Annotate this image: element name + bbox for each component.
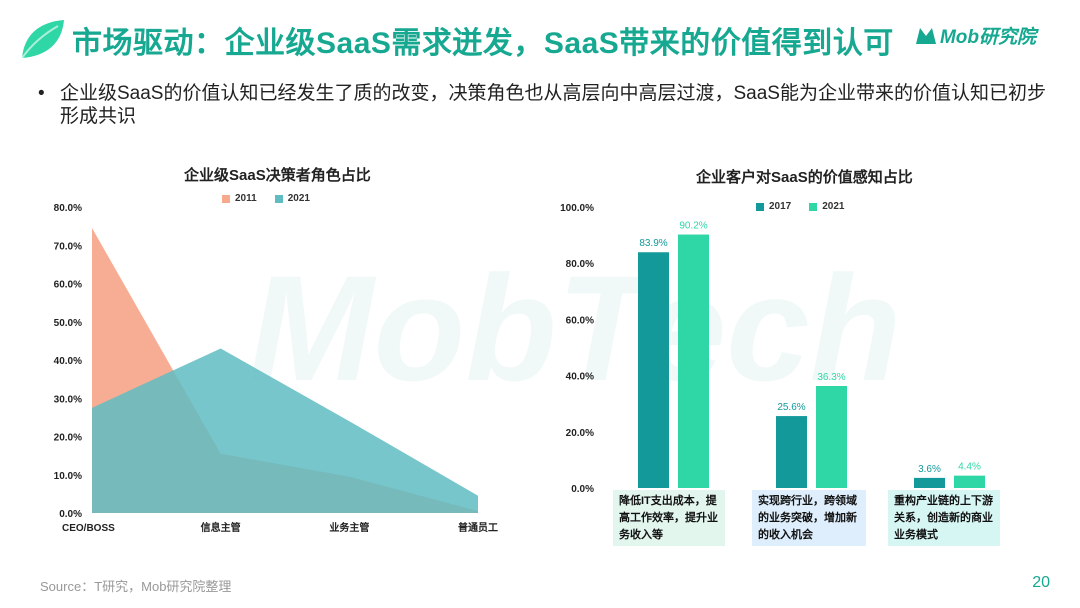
y-tick-label: 60.0%	[54, 280, 82, 291]
y-tick-label: 0.0%	[59, 509, 82, 520]
y-tick-label: 30.0%	[54, 394, 82, 405]
x-tick-label: 业务主管	[329, 521, 369, 534]
brand-mark-icon	[915, 27, 936, 44]
page-number: 20	[1032, 574, 1050, 591]
brand-name: Mob研究院	[939, 27, 1036, 48]
y-tick-label: 50.0%	[54, 318, 82, 329]
x-tick-label: CEO/BOSS	[62, 523, 115, 534]
legend-item-2017: 2017	[756, 201, 791, 212]
area-chart: 0.0% 10.0% 20.0% 30.0% 40.0% 50.0% 60.0% 70.0% 8…	[54, 203, 498, 534]
area-chart-legend: 2011 2021	[222, 193, 310, 204]
bar-data-label: 83.9%	[639, 238, 667, 249]
bar-2017-1	[638, 252, 669, 488]
y-tick-label: 80.0%	[54, 203, 82, 214]
bar-2017-2	[776, 416, 807, 488]
y-tick-label: 60.0%	[566, 315, 594, 326]
bar-category-box-3: 重构产业链的上下游关系，创造新的商业业务模式	[888, 490, 1000, 546]
bar-2017-3	[914, 477, 945, 488]
bar-2021-1	[678, 234, 709, 488]
legend-label-2021-bar: 2021	[822, 201, 845, 212]
y-tick-label: 40.0%	[566, 372, 594, 383]
bar-chart-title: 企业客户对SaaS的价值感知占比	[696, 169, 913, 186]
source-note: Source：T研究，Mob研究院整理	[40, 579, 232, 594]
legend-swatch-2011	[222, 194, 230, 203]
y-tick-label: 0.0%	[571, 484, 594, 495]
bar-2021-2	[816, 385, 847, 488]
bar-data-label: 4.4%	[958, 462, 981, 473]
bar-data-label: 90.2%	[679, 221, 707, 232]
x-tick-label: 信息主管	[201, 521, 241, 534]
bar-data-label: 36.3%	[817, 372, 845, 383]
bar-category-box-2: 实现跨行业，跨领域的业务突破，增加新的收入机会	[752, 490, 866, 546]
summary-bullet: • 企业级SaaS的价值认知已经发生了质的改变，决策角色也从高层向中高层过渡，S…	[38, 82, 1048, 128]
brand-logo: Mob研究院	[915, 22, 1036, 49]
legend-label-2011: 2011	[235, 193, 257, 204]
bullet-dot-icon: •	[38, 83, 45, 104]
legend-item-2011: 2011	[222, 193, 257, 204]
y-tick-label: 20.0%	[54, 433, 82, 444]
bar-data-label: 3.6%	[918, 464, 941, 475]
area-series-2021	[92, 348, 478, 513]
page-title: 市场驱动：企业级SaaS需求迸发，SaaS带来的价值得到认可	[72, 27, 894, 60]
legend-swatch-2021-bar	[809, 202, 818, 211]
legend-label-2021: 2021	[287, 193, 310, 204]
legend-label-2017: 2017	[769, 201, 792, 212]
y-tick-label: 40.0%	[54, 356, 82, 367]
y-tick-label: 100.0%	[560, 203, 594, 214]
summary-text: 企业级SaaS的价值认知已经发生了质的改变，决策角色也从高层向中高层过渡，Saa…	[60, 83, 1046, 127]
legend-item-2021-bar: 2021	[809, 201, 845, 212]
y-tick-label: 80.0%	[566, 259, 594, 270]
y-tick-label: 10.0%	[54, 471, 82, 482]
area-chart-title: 企业级SaaS决策者角色占比	[184, 167, 371, 184]
x-tick-label: 普通员工	[458, 521, 498, 534]
legend-swatch-2021	[274, 194, 283, 203]
bar-chart: 0.0% 20.0% 40.0% 60.0% 80.0% 100.0% 83.9% 25.6%…	[560, 203, 985, 495]
bar-category-box-1: 降低IT支出成本，提高工作效率，提升业务收入等	[613, 490, 725, 546]
y-tick-label: 20.0%	[566, 428, 594, 439]
watermark: MobTech	[249, 250, 902, 410]
bar-chart-legend: 2017 2021	[756, 201, 845, 212]
bar-2021-3	[954, 475, 985, 488]
watermark-text: MobTech	[249, 250, 902, 410]
logo-leaf-icon	[21, 20, 64, 59]
legend-item-2021: 2021	[274, 193, 310, 204]
bar-data-label: 25.6%	[777, 402, 805, 413]
legend-swatch-2017	[756, 202, 764, 211]
y-tick-label: 70.0%	[54, 241, 82, 252]
